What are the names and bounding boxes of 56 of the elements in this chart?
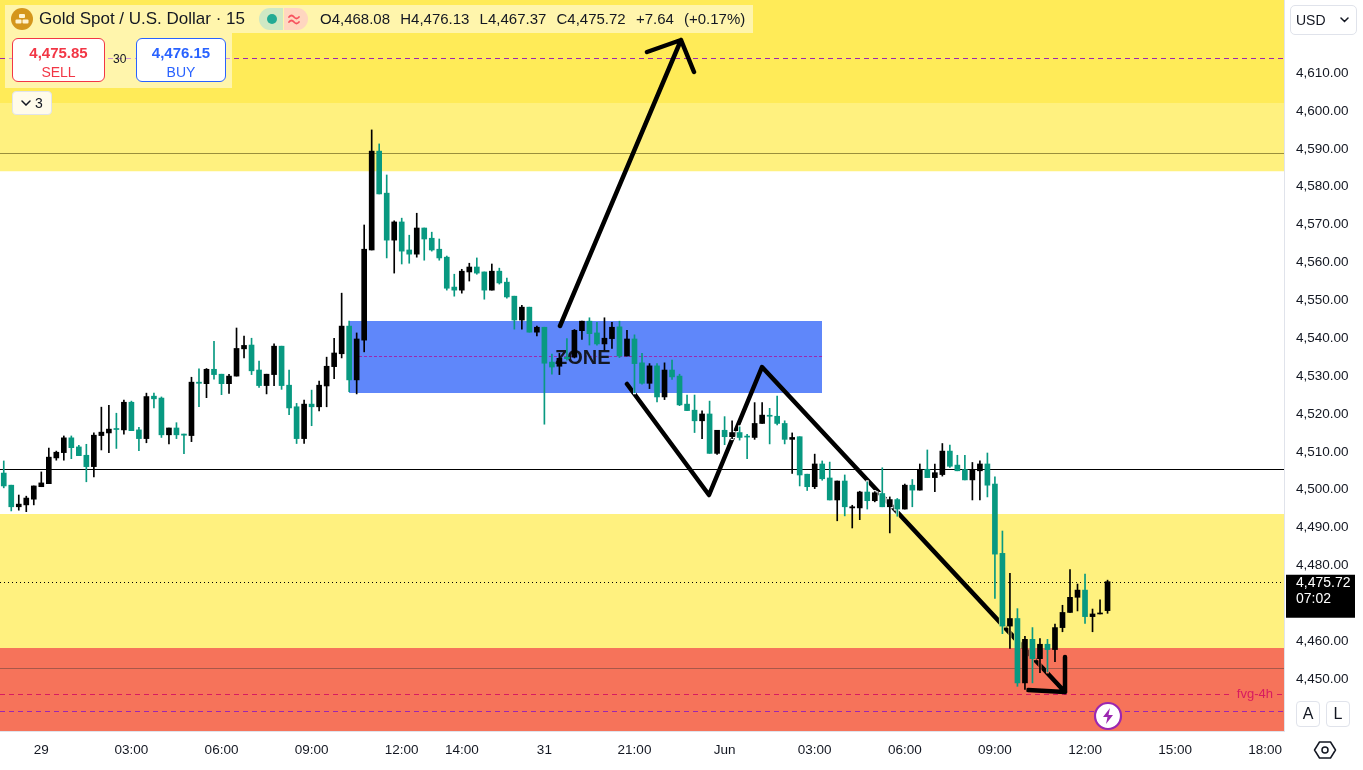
x-tick-label: 21:00 [617,741,652,757]
candlestick [241,335,247,359]
x-tick-label: 31 [536,741,552,757]
y-tick-label: 4,520.00 [1296,405,1349,421]
y-tick-label: 4,510.00 [1296,443,1349,459]
annotation: 4,476.15 [150,44,212,61]
x-tick-label: 09:00 [294,741,329,757]
candlestick [196,368,202,408]
buy-button: 4,476.15 BUY [136,38,226,82]
x-tick-label: 29 [33,741,49,757]
annotation: SELL [40,64,77,80]
annotation: O4,468.08 H4,476.13 L4,467.37 C4,475.72 +7.64 (+0.17%) [319,10,746,28]
x-tick-label: 12:00 [1068,741,1102,757]
text: Gold Spot / U.S. Dollar · 15 [39,9,245,29]
candlestick [549,353,555,375]
candlestick [151,392,157,409]
y-tick-label: 4,590.00 [1296,140,1349,156]
annotation: 4,475.85 [28,44,89,61]
y-tick-label: 4,480.00 [1296,557,1349,573]
candlestick [909,479,916,508]
x-tick-label: 15:00 [1158,741,1193,757]
x-tick-label: Jun [713,741,736,757]
sell-button: 4,475.85 SELL [12,38,105,82]
candlestick [211,340,217,380]
y-tick-label: 4,580.00 [1296,178,1349,194]
y-tick-label: 4,540.00 [1296,329,1349,345]
y-tick-label: 4,610.00 [1296,64,1349,80]
ref-line-label: fvg-4h [1236,686,1274,702]
y-tick-label: 4,450.00 [1296,670,1349,686]
x-tick-label: 03:00 [797,741,832,757]
candlestick [106,404,112,453]
y-tick-label: 4,530.00 [1296,367,1349,383]
annotation: 30 [113,52,127,66]
y-tick-label: 4,550.00 [1296,292,1349,308]
x-tick-label: 06:00 [204,741,239,757]
x-tick-label: 06:00 [887,741,922,757]
annotation: 3 [35,95,43,111]
x-tick-label: 12:00 [384,741,419,757]
x-tick-label: 03:00 [114,741,149,757]
log-scale-button: L [1326,701,1350,727]
y-tick-label: 4,560.00 [1296,254,1349,270]
collapse-button: 3 [12,91,52,115]
x-tick-label: 09:00 [978,741,1012,757]
y-tick-label: 4,600.00 [1296,102,1349,118]
y-tick-label: 4,490.00 [1296,519,1349,535]
x-tick-label: 14:00 [444,741,479,757]
candlestick [849,504,856,529]
x-tick-label: 18:00 [1248,741,1283,757]
currency-menu: USD [1290,5,1357,35]
auto-scale-button: A [1296,701,1320,727]
y-tick-label: 4,500.00 [1296,481,1349,497]
y-tick-label: 4,570.00 [1296,216,1349,232]
ref-line-label: 4,475.72 07:02 [1296,574,1351,607]
candlestick [181,433,187,455]
y-tick-label: 4,460.00 [1296,632,1349,648]
annotation: BUY [165,64,197,80]
